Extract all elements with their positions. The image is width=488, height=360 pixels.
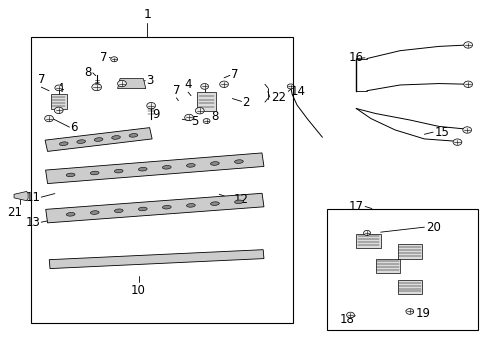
Circle shape — [463, 42, 471, 48]
Text: 13: 13 — [25, 216, 40, 229]
Text: 4: 4 — [184, 78, 191, 91]
Ellipse shape — [186, 204, 195, 207]
Text: 20: 20 — [426, 221, 440, 234]
Bar — [197, 92, 215, 111]
Ellipse shape — [210, 202, 219, 206]
Text: 1: 1 — [143, 8, 151, 21]
Text: 8: 8 — [84, 66, 92, 79]
Circle shape — [146, 103, 155, 109]
Polygon shape — [117, 78, 145, 89]
Bar — [397, 244, 421, 258]
Text: 19: 19 — [415, 307, 430, 320]
Ellipse shape — [77, 140, 85, 143]
Text: 4: 4 — [56, 82, 63, 95]
Circle shape — [203, 118, 209, 123]
Circle shape — [195, 108, 203, 114]
Ellipse shape — [66, 212, 75, 216]
Circle shape — [405, 309, 413, 314]
Text: 7: 7 — [230, 68, 238, 81]
Ellipse shape — [162, 205, 171, 209]
Text: 21: 21 — [7, 206, 22, 219]
Text: 3: 3 — [146, 74, 153, 87]
Bar — [356, 234, 380, 248]
Polygon shape — [45, 153, 264, 184]
Circle shape — [219, 81, 228, 87]
Text: 6: 6 — [70, 121, 78, 134]
Text: 12: 12 — [233, 193, 248, 206]
Text: 5: 5 — [191, 115, 198, 128]
Polygon shape — [45, 193, 264, 223]
Circle shape — [463, 81, 471, 87]
Circle shape — [44, 115, 53, 122]
Bar — [30, 37, 292, 323]
Ellipse shape — [111, 136, 120, 139]
Ellipse shape — [60, 142, 68, 145]
Ellipse shape — [162, 166, 171, 169]
Ellipse shape — [90, 211, 99, 214]
Ellipse shape — [186, 163, 195, 167]
Polygon shape — [49, 250, 264, 269]
Ellipse shape — [90, 171, 99, 175]
Ellipse shape — [138, 207, 147, 211]
Ellipse shape — [66, 173, 75, 177]
Bar — [375, 258, 399, 273]
Text: 15: 15 — [434, 126, 449, 139]
Bar — [51, 94, 66, 109]
Ellipse shape — [138, 167, 147, 171]
Polygon shape — [14, 192, 28, 201]
Text: 7: 7 — [172, 84, 180, 97]
Ellipse shape — [234, 160, 243, 163]
Circle shape — [54, 107, 63, 113]
Circle shape — [201, 84, 208, 89]
Ellipse shape — [94, 138, 103, 141]
Text: 8: 8 — [211, 110, 219, 123]
Text: 9: 9 — [152, 108, 159, 121]
Bar — [326, 208, 477, 330]
Circle shape — [452, 139, 461, 145]
Bar — [397, 280, 421, 294]
Text: 2: 2 — [242, 96, 249, 109]
Circle shape — [346, 312, 354, 318]
Text: 10: 10 — [131, 284, 145, 297]
Ellipse shape — [114, 209, 123, 212]
Circle shape — [363, 230, 370, 235]
Circle shape — [111, 57, 117, 62]
Text: 7: 7 — [38, 73, 45, 86]
Ellipse shape — [129, 134, 138, 137]
Circle shape — [92, 84, 102, 91]
Ellipse shape — [210, 162, 219, 165]
Circle shape — [462, 127, 470, 133]
Ellipse shape — [234, 200, 243, 204]
Text: 11: 11 — [25, 191, 40, 204]
Text: 18: 18 — [339, 313, 354, 326]
Polygon shape — [45, 128, 152, 152]
Circle shape — [117, 80, 126, 87]
Ellipse shape — [114, 169, 123, 173]
Circle shape — [184, 114, 193, 121]
Circle shape — [287, 84, 293, 89]
Text: 7: 7 — [100, 51, 107, 64]
Text: 16: 16 — [348, 51, 363, 64]
Circle shape — [55, 85, 62, 91]
Text: 17: 17 — [348, 200, 363, 213]
Text: 22: 22 — [270, 91, 285, 104]
Text: 14: 14 — [289, 85, 305, 98]
